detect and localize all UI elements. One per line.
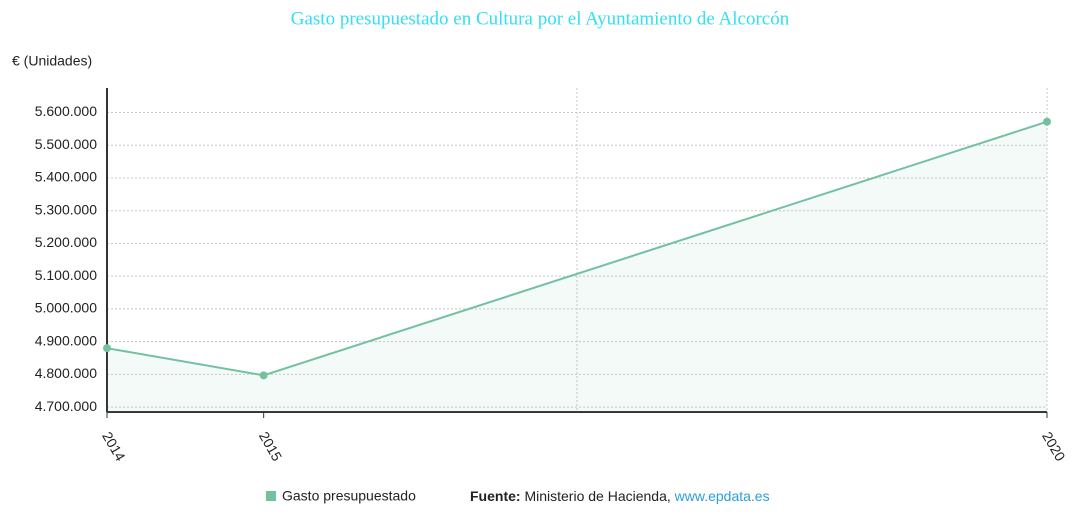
point [259, 371, 268, 380]
y-tick-label: 5.500.000 [35, 136, 97, 152]
y-tick-label: 5.400.000 [35, 169, 97, 185]
source-link[interactable]: www.epdata.es [674, 488, 770, 504]
chart-title: Gasto presupuestado en Cultura por el Ay… [291, 8, 790, 29]
source-text: Ministerio de Hacienda, [524, 488, 670, 504]
source-label: Fuente: [470, 488, 521, 504]
y-tick-label: 5.600.000 [35, 103, 97, 119]
y-tick-label: 5.100.000 [35, 267, 97, 283]
legend-label: Gasto presupuestado [282, 488, 416, 504]
y-axis-label: € (Unidades) [12, 53, 92, 69]
x-tick-label: 2020 [1039, 429, 1069, 464]
x-tick-label: 2015 [256, 429, 286, 464]
point [103, 344, 111, 353]
y-tick-label: 4.900.000 [35, 332, 97, 348]
y-tick-label: 5.000.000 [35, 300, 97, 316]
area [107, 121, 1047, 412]
y-tick-label: 4.700.000 [35, 398, 97, 414]
x-tick-label: 2014 [99, 429, 129, 464]
y-tick-label: 4.800.000 [35, 365, 97, 381]
legend-swatch [266, 491, 276, 501]
y-tick-label: 5.200.000 [35, 234, 97, 250]
y-tick-label: 5.300.000 [35, 201, 97, 217]
source: Fuente: Ministerio de Hacienda, www.epda… [470, 488, 770, 504]
point [1043, 117, 1051, 126]
